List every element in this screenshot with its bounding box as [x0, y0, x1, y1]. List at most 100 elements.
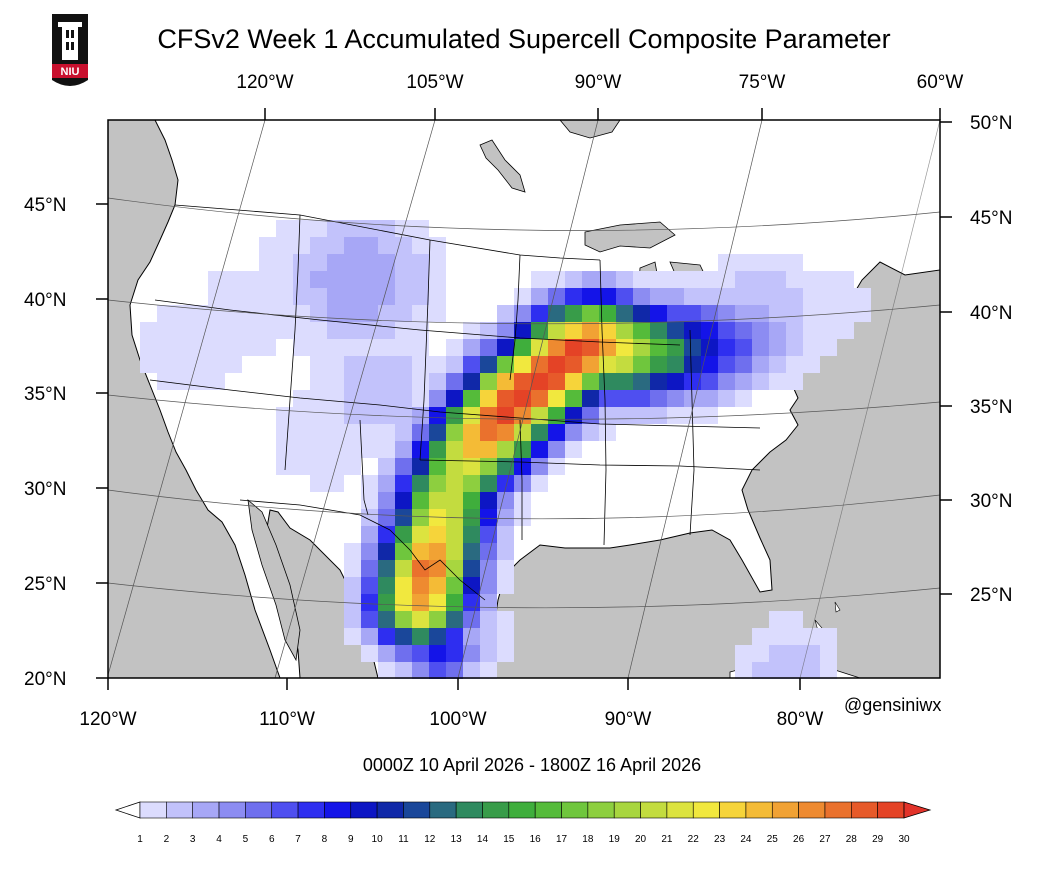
field-cell — [514, 492, 531, 509]
field-cell — [582, 407, 599, 424]
field-cell — [752, 628, 769, 645]
field-cell — [480, 543, 497, 560]
field-cell — [463, 492, 480, 509]
colorbar-label: 25 — [767, 834, 779, 845]
left-lat-label: 40°N — [24, 290, 66, 311]
colorbar-box — [771, 801, 799, 819]
field-cell — [616, 390, 633, 407]
field-cell — [531, 441, 548, 458]
field-cell — [293, 254, 310, 271]
field-cell — [446, 407, 463, 424]
field-cell — [327, 475, 344, 492]
field-cell — [412, 594, 429, 611]
field-cell — [565, 288, 582, 305]
field-cell — [395, 220, 412, 237]
field-cell — [327, 271, 344, 288]
field-cell — [327, 237, 344, 254]
field-cell — [701, 339, 718, 356]
field-cell — [650, 322, 667, 339]
field-cell — [174, 356, 191, 373]
field-cell — [803, 662, 820, 679]
field-cell — [497, 577, 514, 594]
field-cell — [718, 322, 735, 339]
field-cell — [429, 611, 446, 628]
field-cell — [514, 356, 531, 373]
field-cell — [718, 254, 735, 271]
field-cell — [293, 339, 310, 356]
field-cell — [752, 305, 769, 322]
field-cell — [344, 373, 361, 390]
field-cell — [565, 424, 582, 441]
colorbar-under-arrow — [114, 801, 141, 819]
field-cell — [565, 373, 582, 390]
colorbar-label: 23 — [714, 834, 726, 845]
field-cell — [395, 577, 412, 594]
field-cell — [650, 339, 667, 356]
field-cell — [514, 475, 531, 492]
colorbar-box — [798, 801, 826, 819]
field-cell — [395, 237, 412, 254]
field-cell — [480, 611, 497, 628]
field-cell — [327, 407, 344, 424]
field-cell — [344, 441, 361, 458]
field-cell — [412, 492, 429, 509]
field-cell — [378, 509, 395, 526]
field-cell — [667, 271, 684, 288]
field-cell — [361, 526, 378, 543]
field-cell — [616, 373, 633, 390]
field-cell — [497, 356, 514, 373]
field-cell — [786, 271, 803, 288]
field-cell — [395, 560, 412, 577]
field-cell — [412, 305, 429, 322]
field-cell — [412, 628, 429, 645]
left-lat-label: 20°N — [24, 669, 66, 690]
field-cell — [344, 458, 361, 475]
field-cell — [446, 662, 463, 679]
field-cell — [429, 645, 446, 662]
field-cell — [718, 373, 735, 390]
field-cell — [429, 543, 446, 560]
field-cell — [344, 339, 361, 356]
field-cell — [276, 237, 293, 254]
field-cell — [140, 356, 157, 373]
field-cell — [361, 645, 378, 662]
right-lat-label: 40°N — [970, 303, 1012, 324]
colorbar-label: 5 — [243, 834, 249, 845]
field-cell — [429, 237, 446, 254]
field-cell — [344, 390, 361, 407]
field-cell — [378, 288, 395, 305]
field-cell — [361, 424, 378, 441]
field-cell — [701, 390, 718, 407]
field-cell — [344, 356, 361, 373]
colorbar-box — [218, 801, 246, 819]
field-cell — [633, 407, 650, 424]
field-cell — [667, 407, 684, 424]
field-cell — [480, 441, 497, 458]
field-cell — [582, 373, 599, 390]
field-cell — [769, 645, 786, 662]
field-cell — [378, 560, 395, 577]
field-cell — [548, 373, 565, 390]
field-cell — [412, 288, 429, 305]
field-cell — [514, 305, 531, 322]
field-cell — [820, 305, 837, 322]
field-cell — [735, 390, 752, 407]
field-cell — [412, 509, 429, 526]
field-cell — [446, 560, 463, 577]
field-cell — [752, 339, 769, 356]
field-cell — [463, 373, 480, 390]
field-cell — [684, 356, 701, 373]
field-cell — [327, 322, 344, 339]
field-cell — [446, 390, 463, 407]
field-cell — [412, 424, 429, 441]
field-cell — [650, 373, 667, 390]
field-cell — [786, 373, 803, 390]
field-cell — [344, 577, 361, 594]
field-cell — [497, 526, 514, 543]
field-cell — [293, 288, 310, 305]
field-cell — [820, 339, 837, 356]
field-cell — [514, 509, 531, 526]
field-cell — [463, 611, 480, 628]
colorbar-label: 6 — [269, 834, 275, 845]
